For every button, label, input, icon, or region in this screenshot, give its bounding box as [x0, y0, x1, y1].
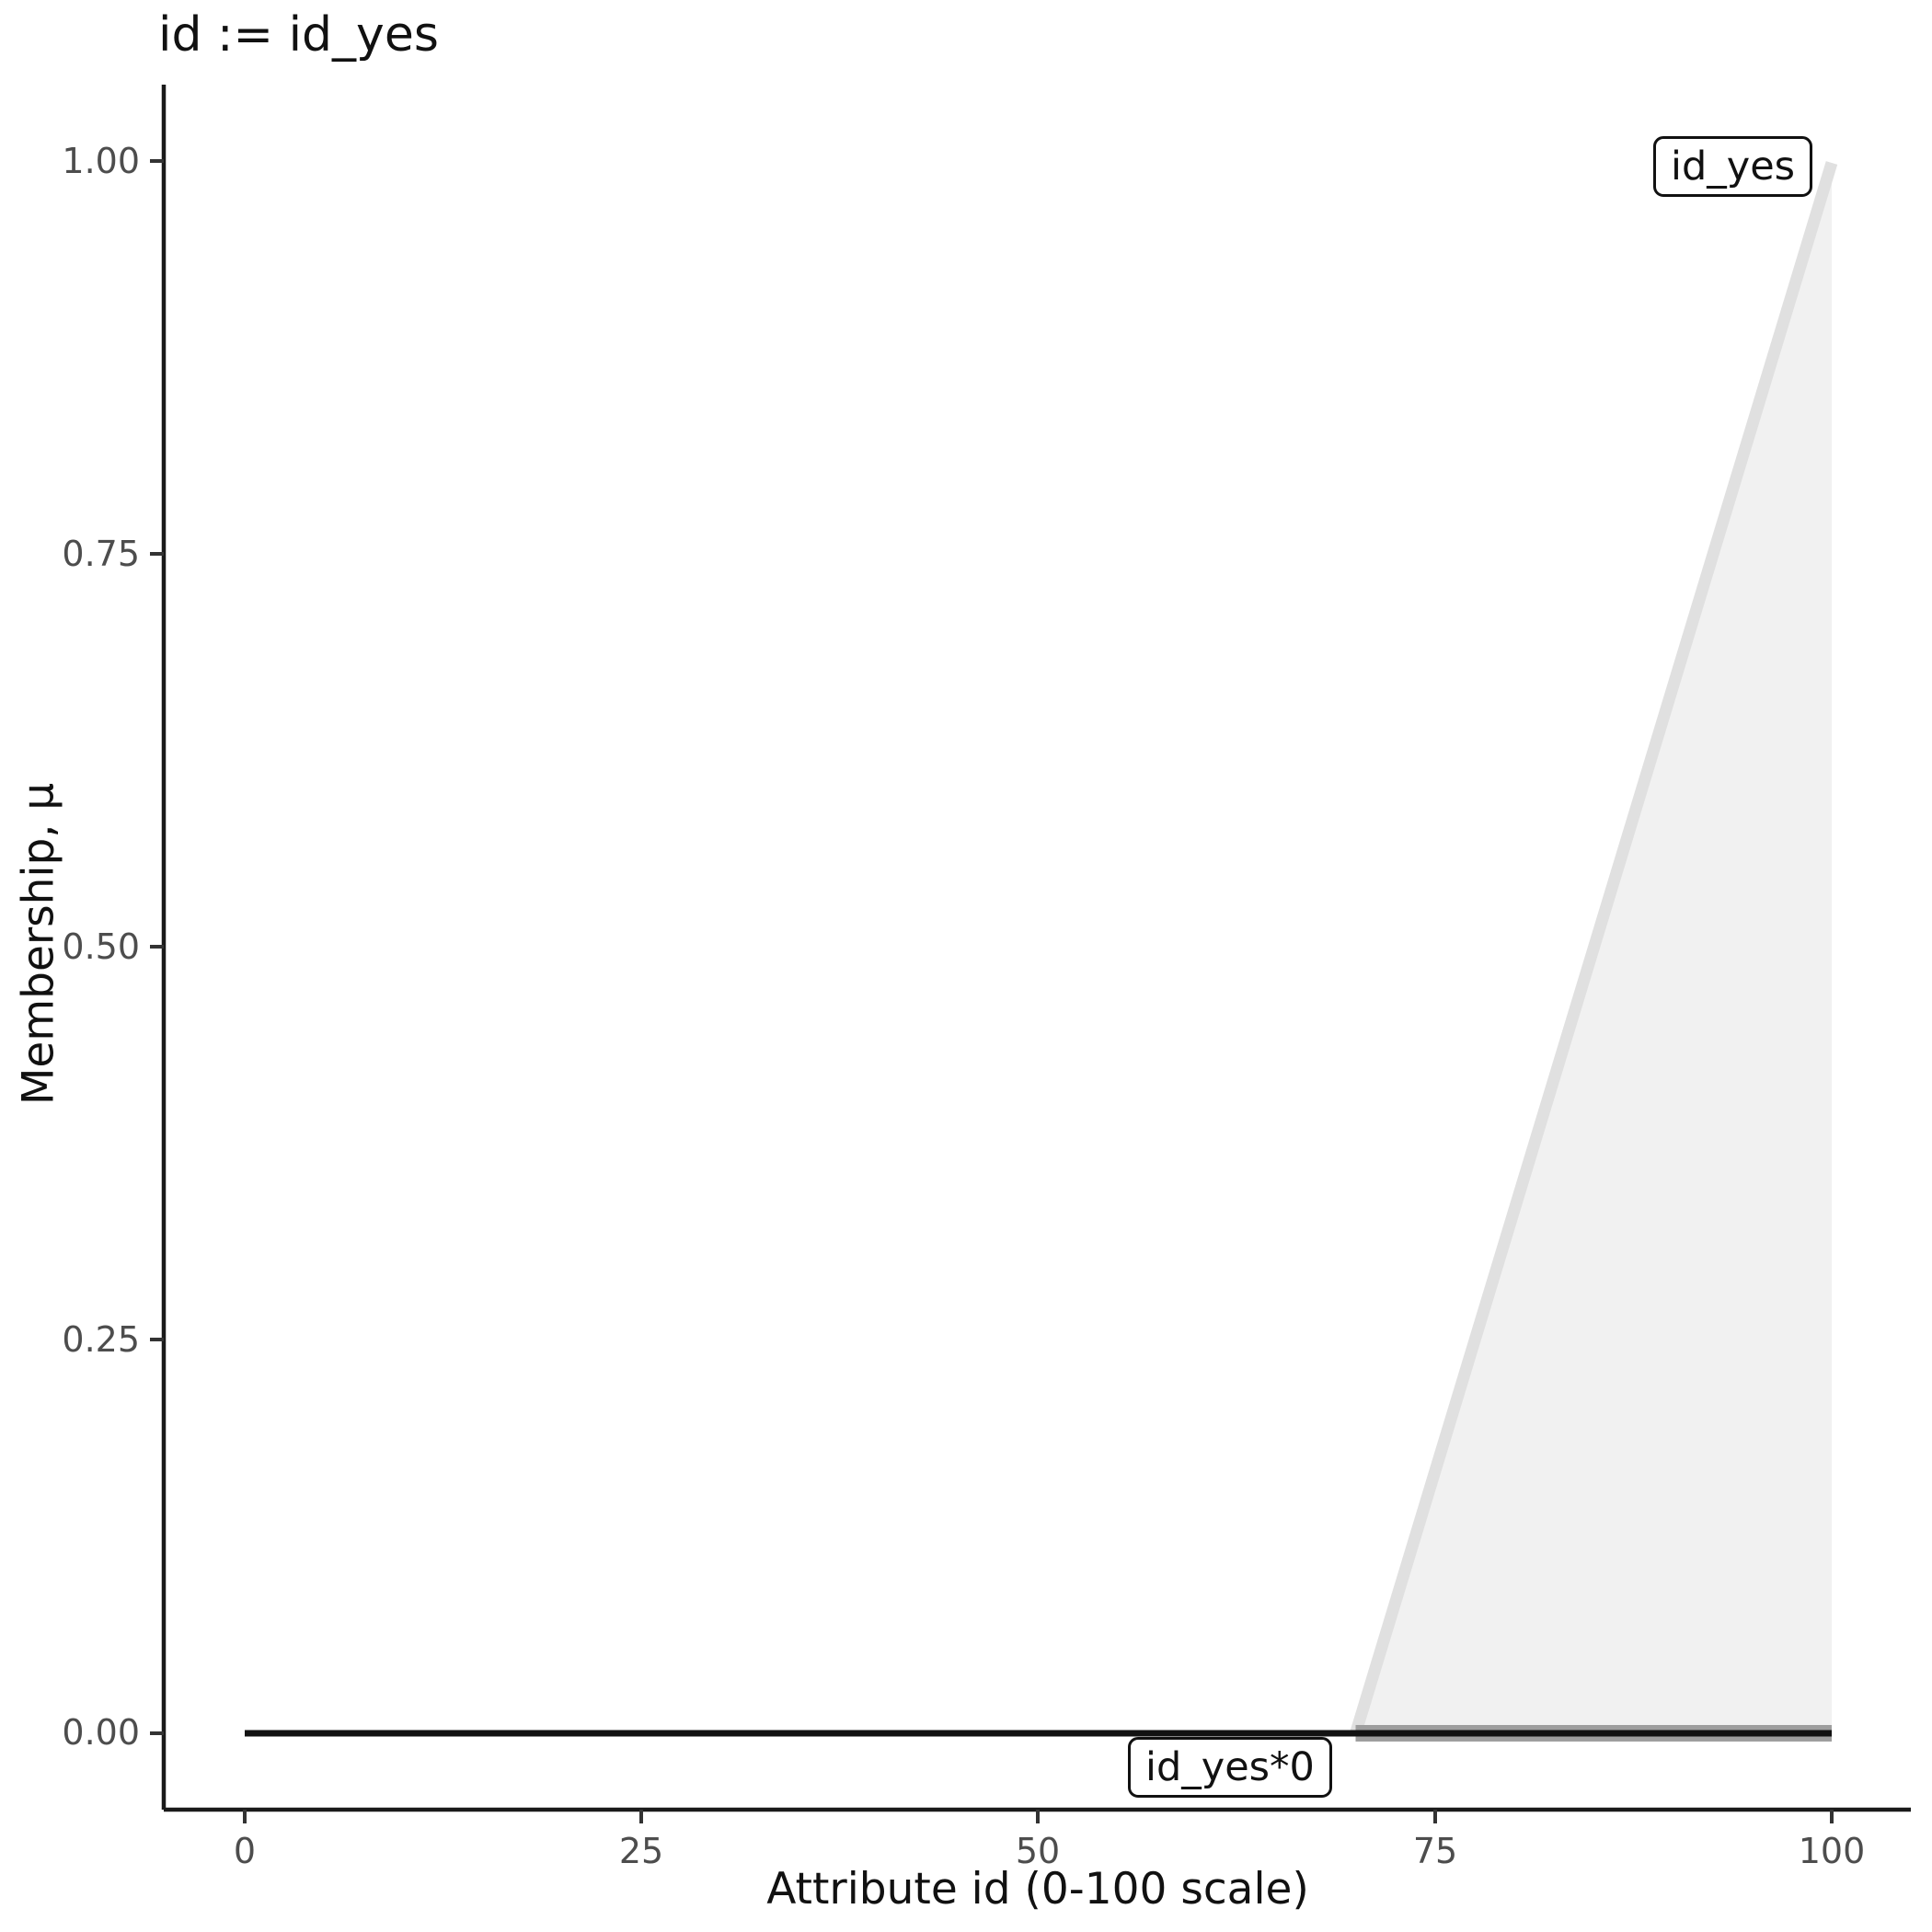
- x-tick-label-25: 25: [618, 1831, 664, 1871]
- x-tick-label-100: 100: [1798, 1831, 1866, 1871]
- y-tick-label-0.50: 0.50: [62, 926, 140, 967]
- x-tick-label-50: 50: [1015, 1831, 1061, 1871]
- x-tick-label-0: 0: [233, 1831, 257, 1871]
- membership-label-box: id_yes: [1653, 136, 1813, 197]
- x-axis-title: Attribute id (0-100 scale): [766, 1864, 1309, 1915]
- y-axis-title: Membership, μ: [13, 782, 64, 1106]
- y-tick-label-0.75: 0.75: [62, 534, 140, 574]
- membership-line-id-yes: [1350, 161, 1838, 1735]
- page-title: id := id_yes: [158, 7, 439, 63]
- activated-label-box: id_yes*0: [1128, 1737, 1332, 1798]
- y-tick-label-0.25: 0.25: [62, 1319, 140, 1360]
- y-tick-label-1.00: 1.00: [62, 141, 140, 181]
- y-tick-label-0.00: 0.00: [62, 1712, 140, 1753]
- x-tick-label-75: 75: [1412, 1831, 1458, 1871]
